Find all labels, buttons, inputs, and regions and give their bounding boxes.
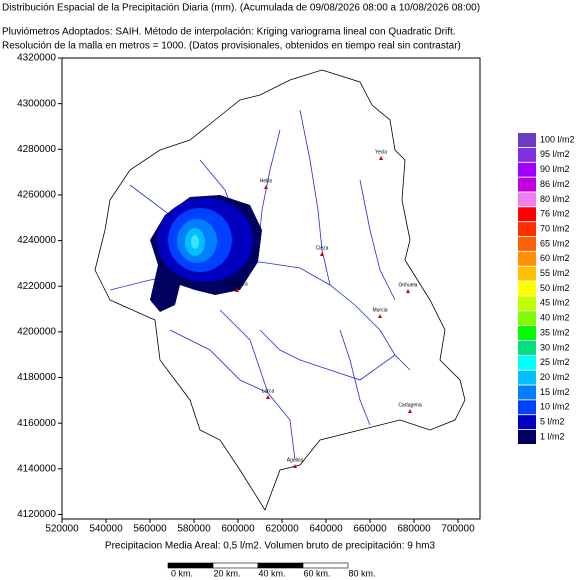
legend-label: 35 l/m2 — [540, 327, 570, 337]
city-marker — [406, 289, 410, 293]
y-tick-label: 4140000 — [17, 463, 56, 474]
legend-label: 90 l/m2 — [540, 164, 570, 174]
city-marker — [293, 464, 297, 468]
legend-label: 40 l/m2 — [540, 313, 570, 323]
y-tick-label: 4320000 — [17, 53, 56, 64]
x-tick-label: 600000 — [221, 524, 255, 535]
legend-label: 86 l/m2 — [540, 179, 570, 189]
legend-swatch — [518, 281, 536, 296]
x-tick-label: 660000 — [353, 524, 387, 535]
legend-swatch — [518, 370, 536, 385]
legend-swatch — [518, 311, 536, 326]
scale-label: 80 km. — [348, 568, 375, 578]
city-label: Aguilas — [287, 457, 304, 463]
city-marker — [264, 185, 268, 189]
legend-swatch — [518, 355, 536, 370]
precipitation-field — [150, 195, 262, 312]
legend-label: 70 l/m2 — [540, 223, 570, 233]
areal-summary: Precipitacion Media Areal: 0,5 l/m2. Vol… — [105, 541, 436, 552]
city-label: Murcia — [372, 307, 387, 313]
legend-swatch — [518, 147, 536, 162]
city-marker — [266, 395, 270, 399]
resolution: Resolución de la malla en metros = 1000.… — [2, 41, 461, 52]
legend-swatch — [518, 400, 536, 415]
y-tick-label: 4280000 — [17, 144, 56, 155]
city-marker — [408, 409, 412, 413]
legend-label: 95 l/m2 — [540, 149, 570, 159]
legend-label: 5 l/m2 — [540, 417, 565, 427]
x-tick-label: 560000 — [133, 524, 167, 535]
y-tick-label: 4300000 — [17, 98, 56, 109]
y-tick-label: 4260000 — [17, 190, 56, 201]
city-label: Lorca — [262, 388, 275, 394]
city-label: Hellin — [260, 178, 273, 184]
legend-swatch — [518, 340, 536, 355]
scale-label: 20 km. — [213, 568, 240, 578]
city-marker — [378, 314, 382, 318]
legend-swatch — [518, 415, 536, 430]
legend-swatch — [518, 177, 536, 192]
method: Pluviómetros Adoptados: SAIH. Método de … — [2, 27, 456, 38]
legend-swatch — [518, 207, 536, 222]
legend-label: 100 l/m2 — [540, 134, 575, 144]
legend-label: 45 l/m2 — [540, 298, 570, 308]
legend-label: 10 l/m2 — [540, 402, 570, 412]
legend-label: 55 l/m2 — [540, 268, 570, 278]
legend-label: 20 l/m2 — [540, 372, 570, 382]
legend-label: 1 l/m2 — [540, 431, 565, 441]
legend-swatch — [518, 162, 536, 177]
legend-swatch — [518, 236, 536, 251]
legend-swatch — [518, 192, 536, 207]
legend-label: 15 l/m2 — [540, 387, 570, 397]
x-tick-label: 700000 — [441, 524, 475, 535]
y-tick-label: 4180000 — [17, 372, 56, 383]
y-tick-label: 4240000 — [17, 235, 56, 246]
legend-swatch — [518, 251, 536, 266]
city-label: Yecla — [375, 149, 387, 155]
scale-segment — [212, 562, 259, 569]
city-label: Cartagena — [398, 402, 422, 408]
scale-label: 60 km. — [303, 568, 330, 578]
scale-segment — [167, 562, 214, 569]
y-tick-label: 4120000 — [17, 509, 56, 520]
x-tick-label: 640000 — [309, 524, 343, 535]
legend-swatch — [518, 326, 536, 341]
x-tick-label: 520000 — [45, 524, 79, 535]
scale-segment — [302, 562, 349, 569]
city-marker — [320, 252, 324, 256]
city-marker — [235, 288, 239, 292]
legend-swatch — [518, 430, 536, 444]
legend-swatch — [518, 222, 536, 237]
scale-label: 0 km. — [171, 568, 193, 578]
scale-label: 40 km. — [258, 568, 285, 578]
legend-swatch — [518, 385, 536, 400]
legend-label: 76 l/m2 — [540, 209, 570, 219]
legend-label: 80 l/m2 — [540, 194, 570, 204]
legend-label: 50 l/m2 — [540, 283, 570, 293]
legend-swatch — [518, 133, 536, 147]
x-tick-label: 540000 — [89, 524, 123, 535]
legend-label: 65 l/m2 — [540, 238, 570, 248]
y-tick-label: 4200000 — [17, 327, 56, 338]
legend-swatch — [518, 266, 536, 281]
x-tick-label: 680000 — [397, 524, 431, 535]
city-label: Orihuela — [399, 282, 418, 288]
city-label: Cieza — [316, 245, 329, 251]
scale-segment — [257, 562, 304, 569]
city-label: Caravaca — [226, 281, 248, 287]
y-tick-label: 4220000 — [17, 281, 56, 292]
legend-label: 25 l/m2 — [540, 357, 570, 367]
legend-label: 30 l/m2 — [540, 342, 570, 352]
legend-swatch — [518, 296, 536, 311]
city-marker — [379, 156, 383, 160]
legend-label: 60 l/m2 — [540, 253, 570, 263]
basin — [94, 69, 466, 511]
x-tick-label: 620000 — [265, 524, 299, 535]
x-tick-label: 580000 — [177, 524, 211, 535]
y-tick-label: 4160000 — [17, 418, 56, 429]
title: Distribución Espacial de la Precipitació… — [2, 3, 480, 14]
